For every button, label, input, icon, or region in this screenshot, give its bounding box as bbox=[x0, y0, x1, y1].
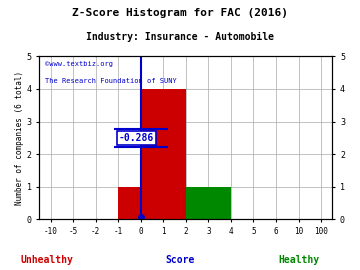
Text: -0.286: -0.286 bbox=[119, 133, 154, 143]
Y-axis label: Number of companies (6 total): Number of companies (6 total) bbox=[15, 71, 24, 205]
Bar bbox=[186, 187, 231, 220]
Text: Z-Score Histogram for FAC (2016): Z-Score Histogram for FAC (2016) bbox=[72, 8, 288, 18]
Text: Healthy: Healthy bbox=[278, 255, 319, 265]
Text: Score: Score bbox=[165, 255, 195, 265]
Text: Industry: Insurance - Automobile: Industry: Insurance - Automobile bbox=[86, 32, 274, 42]
Bar bbox=[141, 89, 186, 220]
Text: ©www.textbiz.org: ©www.textbiz.org bbox=[45, 61, 113, 67]
Text: The Research Foundation of SUNY: The Research Foundation of SUNY bbox=[45, 77, 177, 83]
Bar bbox=[118, 187, 141, 220]
Text: Unhealthy: Unhealthy bbox=[21, 255, 73, 265]
